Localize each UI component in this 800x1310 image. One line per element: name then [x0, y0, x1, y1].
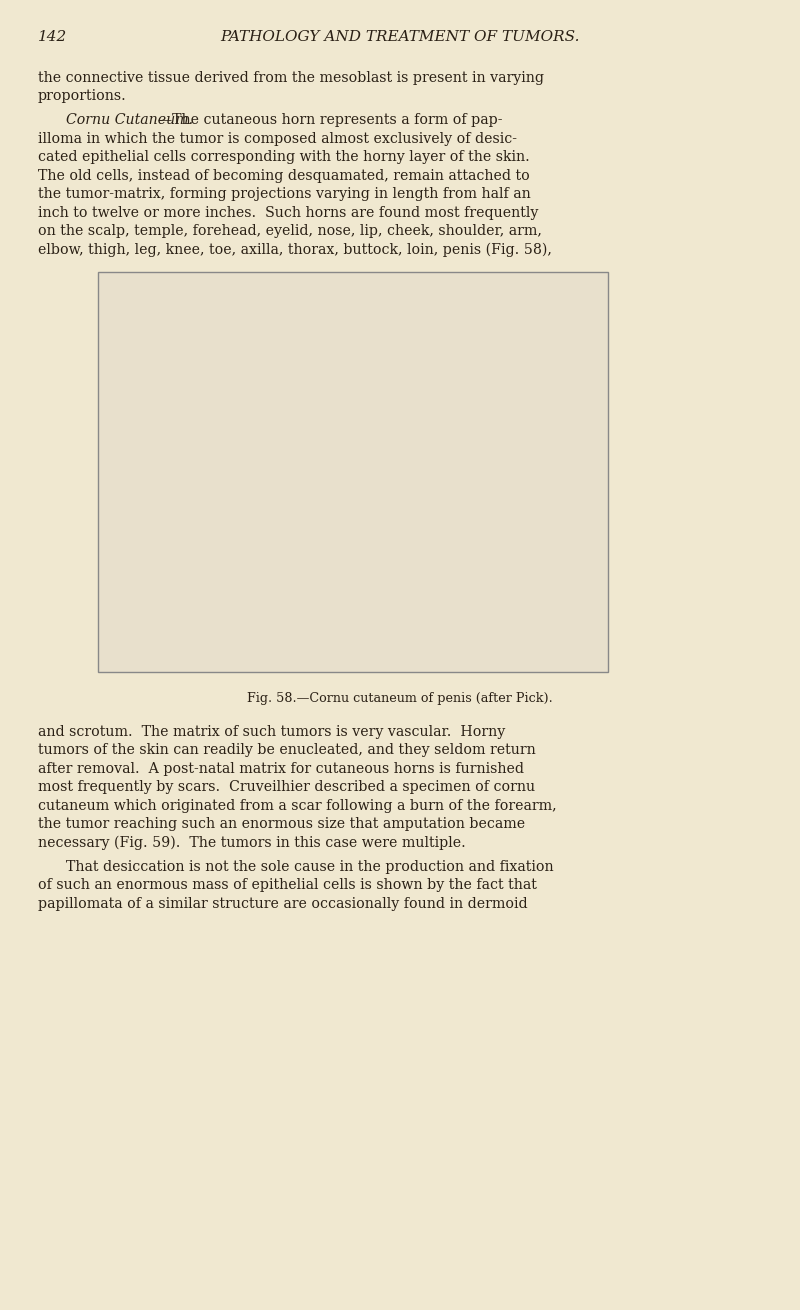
- Text: of such an enormous mass of epithelial cells is shown by the fact that: of such an enormous mass of epithelial c…: [38, 879, 537, 892]
- Text: on the scalp, temple, forehead, eyelid, nose, lip, cheek, shoulder, arm,: on the scalp, temple, forehead, eyelid, …: [38, 224, 542, 238]
- Text: That desiccation is not the sole cause in the production and fixation: That desiccation is not the sole cause i…: [66, 859, 554, 874]
- Text: the connective tissue derived from the mesoblast is present in varying: the connective tissue derived from the m…: [38, 71, 544, 85]
- Text: the tumor reaching such an enormous size that amputation became: the tumor reaching such an enormous size…: [38, 817, 525, 832]
- Text: illoma in which the tumor is composed almost exclusively of desic-: illoma in which the tumor is composed al…: [38, 132, 517, 145]
- Text: after removal.  A post-natal matrix for cutaneous horns is furnished: after removal. A post-natal matrix for c…: [38, 762, 524, 776]
- Text: most frequently by scars.  Cruveilhier described a specimen of cornu: most frequently by scars. Cruveilhier de…: [38, 781, 535, 794]
- Text: Cornu Cutaneum.: Cornu Cutaneum.: [66, 113, 193, 127]
- Text: The old cells, instead of becoming desquamated, remain attached to: The old cells, instead of becoming desqu…: [38, 169, 530, 183]
- Text: PATHOLOGY AND TREATMENT OF TUMORS.: PATHOLOGY AND TREATMENT OF TUMORS.: [220, 30, 580, 45]
- Text: and scrotum.  The matrix of such tumors is very vascular.  Horny: and scrotum. The matrix of such tumors i…: [38, 724, 506, 739]
- Text: tumors of the skin can readily be enucleated, and they seldom return: tumors of the skin can readily be enucle…: [38, 743, 536, 757]
- Bar: [98, 272, 608, 672]
- Text: necessary (Fig. 59).  The tumors in this case were multiple.: necessary (Fig. 59). The tumors in this …: [38, 836, 466, 850]
- Text: inch to twelve or more inches.  Such horns are found most frequently: inch to twelve or more inches. Such horn…: [38, 206, 538, 220]
- Text: the tumor-matrix, forming projections varying in length from half an: the tumor-matrix, forming projections va…: [38, 187, 530, 202]
- Text: —The cutaneous horn represents a form of pap-: —The cutaneous horn represents a form of…: [158, 113, 502, 127]
- Text: cutaneum which originated from a scar following a burn of the forearm,: cutaneum which originated from a scar fo…: [38, 799, 557, 814]
- Text: 142: 142: [38, 30, 67, 45]
- Text: Fig. 58.—Cornu cutaneum of penis (after Pick).: Fig. 58.—Cornu cutaneum of penis (after …: [247, 692, 553, 705]
- Text: proportions.: proportions.: [38, 89, 126, 103]
- Text: papillomata of a similar structure are occasionally found in dermoid: papillomata of a similar structure are o…: [38, 897, 528, 910]
- Text: cated epithelial cells corresponding with the horny layer of the skin.: cated epithelial cells corresponding wit…: [38, 151, 530, 164]
- Text: elbow, thigh, leg, knee, toe, axilla, thorax, buttock, loin, penis (Fig. 58),: elbow, thigh, leg, knee, toe, axilla, th…: [38, 242, 552, 257]
